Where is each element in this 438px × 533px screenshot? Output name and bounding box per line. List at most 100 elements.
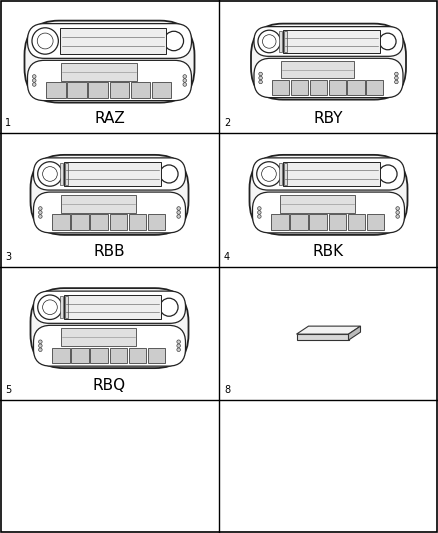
Text: RBB: RBB — [94, 245, 125, 260]
Bar — [91, 214, 108, 230]
Circle shape — [183, 83, 187, 86]
Circle shape — [396, 211, 399, 214]
Circle shape — [183, 75, 187, 78]
Circle shape — [177, 344, 180, 348]
Circle shape — [396, 215, 399, 219]
Bar — [152, 83, 171, 98]
FancyBboxPatch shape — [252, 192, 405, 233]
Bar — [128, 214, 146, 230]
FancyBboxPatch shape — [33, 291, 186, 324]
Bar — [328, 80, 346, 95]
Circle shape — [177, 211, 180, 214]
Circle shape — [177, 348, 180, 352]
Bar — [367, 214, 384, 230]
Bar — [283, 31, 287, 52]
Bar — [281, 61, 354, 78]
Bar — [279, 31, 282, 52]
Bar — [110, 214, 127, 230]
Text: RBK: RBK — [313, 245, 344, 260]
Bar — [53, 214, 70, 230]
Polygon shape — [349, 326, 360, 340]
Bar — [310, 80, 327, 95]
Bar — [88, 83, 108, 98]
Circle shape — [395, 80, 398, 84]
Circle shape — [39, 207, 42, 211]
Circle shape — [257, 161, 281, 186]
Text: 3: 3 — [5, 252, 11, 262]
Circle shape — [395, 72, 398, 76]
Circle shape — [32, 83, 36, 86]
Bar — [61, 328, 136, 346]
FancyBboxPatch shape — [33, 192, 186, 233]
Bar — [71, 214, 89, 230]
Circle shape — [38, 161, 62, 186]
Circle shape — [39, 215, 42, 219]
FancyBboxPatch shape — [33, 158, 186, 190]
Circle shape — [177, 340, 180, 344]
Text: 5: 5 — [5, 385, 11, 395]
FancyBboxPatch shape — [254, 58, 403, 98]
FancyBboxPatch shape — [28, 60, 191, 101]
Bar — [284, 163, 287, 185]
Bar — [110, 83, 129, 98]
Bar — [272, 80, 290, 95]
FancyBboxPatch shape — [25, 21, 194, 103]
FancyBboxPatch shape — [28, 23, 191, 58]
Circle shape — [39, 344, 42, 348]
Circle shape — [258, 207, 261, 211]
FancyBboxPatch shape — [33, 325, 186, 366]
Bar — [46, 83, 66, 98]
Bar — [310, 214, 327, 230]
Bar — [290, 214, 308, 230]
Text: RBQ: RBQ — [93, 378, 126, 393]
Circle shape — [160, 298, 178, 316]
FancyBboxPatch shape — [254, 27, 403, 56]
Circle shape — [259, 72, 262, 76]
Circle shape — [32, 28, 58, 54]
Circle shape — [32, 75, 36, 78]
Text: 4: 4 — [224, 252, 230, 262]
Bar — [283, 161, 381, 186]
Bar — [61, 195, 136, 213]
Bar — [60, 28, 166, 54]
Bar — [65, 163, 68, 185]
Circle shape — [177, 215, 180, 219]
Circle shape — [258, 30, 280, 53]
Polygon shape — [297, 334, 349, 340]
Bar — [347, 214, 365, 230]
Bar — [291, 80, 308, 95]
Bar — [61, 63, 138, 81]
Bar — [328, 214, 346, 230]
Bar — [67, 83, 87, 98]
Text: RAZ: RAZ — [94, 111, 125, 126]
Circle shape — [177, 207, 180, 211]
Circle shape — [38, 295, 62, 319]
Bar — [148, 214, 165, 230]
Polygon shape — [297, 326, 360, 334]
Bar — [283, 30, 380, 53]
Bar — [91, 348, 108, 363]
Bar — [60, 163, 64, 185]
FancyBboxPatch shape — [31, 155, 188, 235]
Bar — [128, 348, 146, 363]
Bar — [64, 295, 162, 319]
FancyBboxPatch shape — [251, 23, 406, 100]
FancyBboxPatch shape — [252, 158, 405, 190]
Text: 1: 1 — [5, 118, 11, 128]
Bar — [65, 296, 68, 319]
Text: RBY: RBY — [314, 111, 343, 126]
Bar — [272, 214, 289, 230]
Circle shape — [259, 80, 262, 84]
Bar — [71, 348, 89, 363]
FancyBboxPatch shape — [31, 288, 188, 368]
Bar — [148, 348, 165, 363]
Circle shape — [183, 79, 187, 82]
Bar — [347, 80, 364, 95]
FancyBboxPatch shape — [250, 155, 407, 235]
Bar — [53, 348, 70, 363]
Circle shape — [39, 340, 42, 344]
Circle shape — [32, 79, 36, 82]
Bar — [366, 80, 383, 95]
Circle shape — [396, 207, 399, 211]
Bar — [131, 83, 150, 98]
